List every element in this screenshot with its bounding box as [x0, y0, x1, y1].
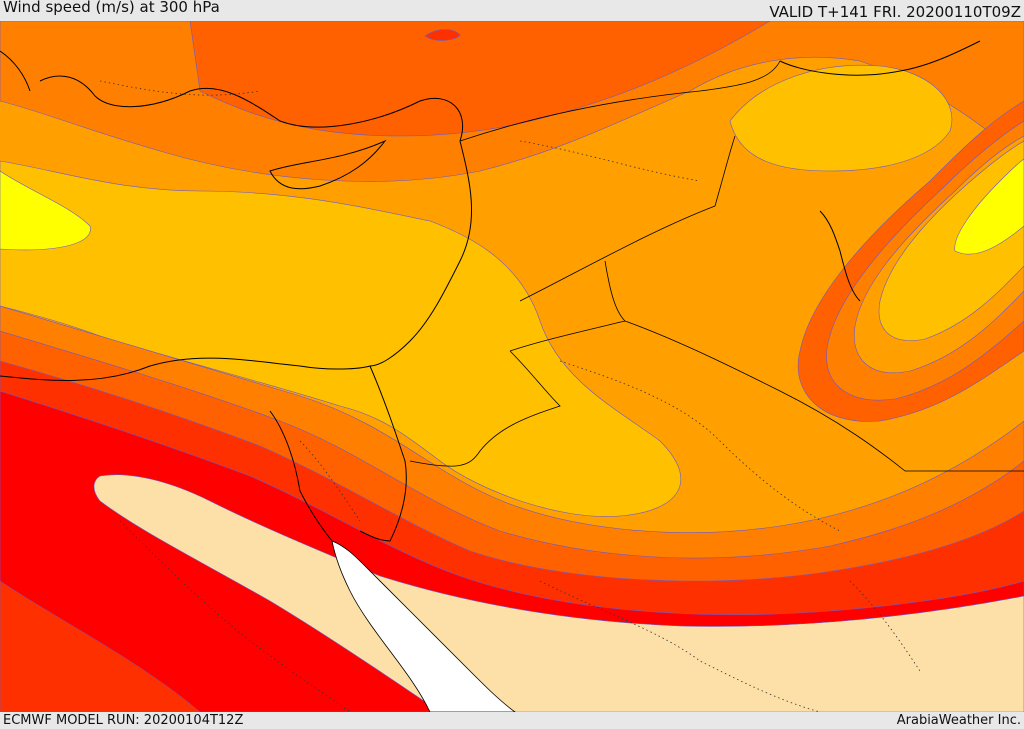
title-bar: Wind speed (m/s) at 300 hPa VALID T+141 …	[0, 0, 1024, 22]
political-borders	[409, 60, 1024, 472]
model-run: ECMWF MODEL RUN: 20200104T12Z	[3, 713, 244, 728]
band-yellow-west	[0, 170, 91, 251]
band-amber-central	[0, 160, 681, 517]
valid-time: VALID T+141 FRI. 20200110T09Z	[769, 3, 1021, 21]
coastlines	[0, 40, 981, 542]
footer-bar: ECMWF MODEL RUN: 20200104T12Z ArabiaWeat…	[0, 712, 1024, 729]
map-title: Wind speed (m/s) at 300 hPa	[3, 0, 220, 16]
red-sea-mask	[331, 540, 516, 712]
band-amber-ne	[878, 140, 1024, 341]
credit: ArabiaWeather Inc.	[896, 713, 1021, 728]
band-yellow-ne	[954, 158, 1024, 255]
band-red-orange-sw	[0, 580, 201, 712]
wind-speed-map	[0, 21, 1024, 712]
internal-boundaries	[99, 80, 921, 712]
band-light-peach	[93, 474, 1024, 712]
band-red-north-blob	[424, 29, 461, 41]
